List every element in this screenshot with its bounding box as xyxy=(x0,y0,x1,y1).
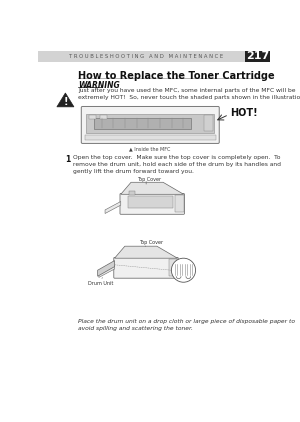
Text: Open the top cover.  Make sure the top cover is completely open.  To
remove the : Open the top cover. Make sure the top co… xyxy=(73,154,281,173)
Circle shape xyxy=(171,258,196,282)
FancyBboxPatch shape xyxy=(114,257,178,278)
Bar xyxy=(204,115,213,131)
Bar xyxy=(38,51,270,62)
Text: Top Cover: Top Cover xyxy=(137,177,161,182)
Text: HOT!: HOT! xyxy=(230,108,258,118)
Bar xyxy=(175,195,184,212)
Polygon shape xyxy=(99,265,115,277)
Bar xyxy=(128,196,173,208)
FancyBboxPatch shape xyxy=(120,194,184,214)
Text: Top Cover: Top Cover xyxy=(139,240,163,245)
Bar xyxy=(245,51,270,62)
Text: !: ! xyxy=(63,97,68,107)
Text: 217: 217 xyxy=(246,51,269,62)
Bar xyxy=(89,114,96,119)
FancyBboxPatch shape xyxy=(81,106,219,143)
Bar xyxy=(100,114,107,119)
Text: Just after you have used the MFC, some internal parts of the MFC will be
extreme: Just after you have used the MFC, some i… xyxy=(78,88,300,100)
Polygon shape xyxy=(115,246,177,258)
Bar xyxy=(85,135,216,140)
Polygon shape xyxy=(57,93,74,107)
Bar xyxy=(169,260,177,276)
Text: Drum Unit: Drum Unit xyxy=(88,281,113,286)
Polygon shape xyxy=(121,182,184,194)
Text: How to Replace the Toner Cartridge: How to Replace the Toner Cartridge xyxy=(78,70,274,81)
Text: Place the drum unit on a drop cloth or large piece of disposable paper to
avoid : Place the drum unit on a drop cloth or l… xyxy=(78,319,295,330)
Polygon shape xyxy=(98,261,115,276)
Text: ▲ Inside the MFC: ▲ Inside the MFC xyxy=(129,147,171,152)
Polygon shape xyxy=(105,201,121,214)
Bar xyxy=(86,114,214,133)
Text: T R O U B L E S H O O T I N G   A N D   M A I N T E N A N C E: T R O U B L E S H O O T I N G A N D M A … xyxy=(69,54,223,59)
Text: WARNING: WARNING xyxy=(78,81,120,89)
Bar xyxy=(129,191,135,195)
Text: 1: 1 xyxy=(65,154,70,164)
Bar xyxy=(94,118,191,129)
